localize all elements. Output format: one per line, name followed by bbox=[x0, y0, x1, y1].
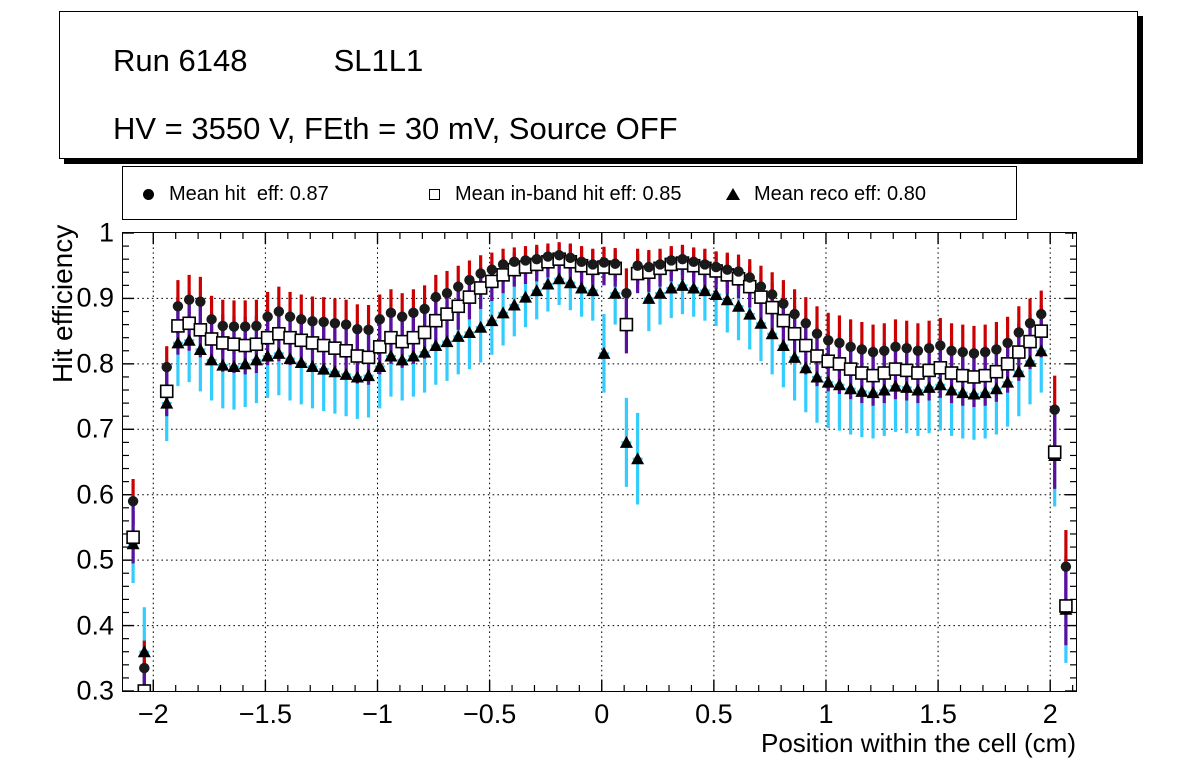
x-tick-label: −1 bbox=[362, 699, 393, 729]
open-square-icon bbox=[419, 188, 449, 200]
legend-box: Mean hit eff: 0.87 Mean in-band hit eff:… bbox=[122, 166, 1017, 220]
x-tick-label: −2 bbox=[137, 699, 169, 729]
y-tick-label: 0.3 bbox=[76, 675, 114, 706]
x-axis-title: Position within the cell (cm) bbox=[761, 728, 1076, 758]
x-tick-label: −1.5 bbox=[238, 699, 293, 729]
legend-label-hit-eff: Mean hit eff: 0.87 bbox=[169, 182, 329, 205]
y-tick-label: 0.9 bbox=[76, 282, 114, 313]
y-tick-label: 0.4 bbox=[76, 610, 114, 641]
y-tick-label: 0.5 bbox=[76, 544, 114, 575]
y-axis-title: Hit efficiency bbox=[47, 224, 78, 383]
x-tick-label: 0 bbox=[594, 699, 610, 729]
y-tick-label: 0.7 bbox=[76, 413, 114, 444]
legend-label-inband-hit-eff: Mean in-band hit eff: 0.85 bbox=[455, 182, 682, 205]
title-line-conditions: HV = 3550 V, FEth = 30 mV, Source OFF bbox=[113, 111, 678, 146]
y-tick-label: 0.6 bbox=[76, 479, 114, 510]
legend-label-reco-eff: Mean reco eff: 0.80 bbox=[754, 182, 926, 205]
x-tick-label: 1.5 bbox=[919, 699, 957, 729]
filled-circle-icon bbox=[133, 188, 163, 200]
plot-frame: Hit efficiency Position within the cell … bbox=[47, 218, 1077, 758]
legend-entry-reco-eff: Mean reco eff: 0.80 bbox=[718, 167, 926, 221]
x-tick-label: 0.5 bbox=[695, 699, 733, 729]
filled-triangle-icon bbox=[718, 188, 748, 200]
x-tick-label: 2 bbox=[1042, 699, 1058, 729]
stats-title-box: Run 6148 SL1L1 HV = 3550 V, FEth = 30 mV… bbox=[59, 11, 1138, 159]
y-tick-label: 0.8 bbox=[76, 348, 114, 379]
legend-entry-hit-eff: Mean hit eff: 0.87 bbox=[133, 167, 329, 221]
plot-canvas bbox=[123, 233, 1076, 691]
legend-entry-inband-hit-eff: Mean in-band hit eff: 0.85 bbox=[419, 167, 681, 221]
y-tick-label: 1 bbox=[98, 217, 114, 248]
x-tick-label: −0.5 bbox=[462, 699, 517, 729]
x-tick-label: 1 bbox=[818, 699, 834, 729]
title-line-run: Run 6148 SL1L1 bbox=[113, 43, 424, 78]
